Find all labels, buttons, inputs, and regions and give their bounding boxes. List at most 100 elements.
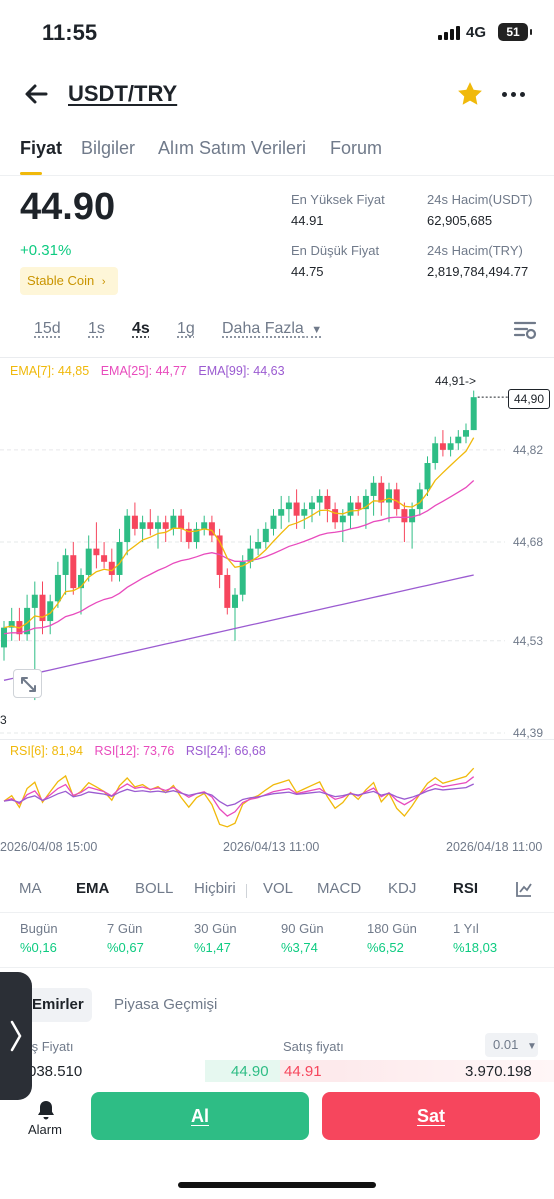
cut-off-axis-label: 3 xyxy=(0,713,7,727)
candle-body xyxy=(324,495,331,510)
interval-more-label: Daha Fazla xyxy=(222,320,304,337)
candle-body xyxy=(216,535,223,575)
ask-price[interactable]: 44.91 xyxy=(284,1063,322,1080)
candle-body xyxy=(316,495,323,503)
candle-body xyxy=(262,528,269,543)
perf-value-90d: %3,74 xyxy=(281,940,318,955)
candle-body xyxy=(378,482,385,503)
last-price: 44.90 xyxy=(20,186,116,228)
rsi6-line xyxy=(3,767,475,828)
candle-body xyxy=(124,515,131,543)
candle-body xyxy=(170,515,177,529)
indicator-macd[interactable]: MACD xyxy=(317,880,362,897)
chart-settings-icon[interactable] xyxy=(512,318,538,342)
candle-body xyxy=(62,555,69,575)
ema25-line xyxy=(3,480,475,635)
stable-coin-label: Stable Coin xyxy=(27,273,95,288)
tab-trading-data[interactable]: Alım Satım Verileri xyxy=(158,138,307,158)
candle-body xyxy=(339,515,346,523)
sell-button[interactable]: Sat xyxy=(322,1092,540,1140)
indicator-ema[interactable]: EMA xyxy=(76,880,110,897)
candle-body xyxy=(278,509,285,516)
indicator-none[interactable]: Hiçbiri xyxy=(194,880,236,897)
buy-button[interactable]: Al xyxy=(91,1092,309,1140)
bottom-action-bar: Alarm Al Sat xyxy=(0,1084,554,1199)
candle-body xyxy=(70,555,77,589)
orderbook-row: 038.510 44.90 44.91 3.970.198 xyxy=(0,1060,554,1084)
perf-label-today: Bugün xyxy=(20,921,58,936)
candle-body xyxy=(285,502,292,510)
chevron-right-icon: › xyxy=(101,276,106,288)
alarm-button[interactable] xyxy=(28,1096,64,1140)
expand-icon[interactable] xyxy=(13,669,42,698)
candle-body xyxy=(332,509,339,523)
candle-body xyxy=(1,627,7,648)
side-drawer-handle[interactable] xyxy=(0,972,32,1100)
pair-title[interactable]: USDT/TRY xyxy=(68,81,178,106)
tab-forum[interactable]: Forum xyxy=(330,138,383,158)
interval-more[interactable]: Daha Fazla ▼ xyxy=(222,320,322,338)
interval-4s[interactable]: 4s xyxy=(132,320,150,337)
interval-15d[interactable]: 15d xyxy=(34,320,61,337)
tab-market-history[interactable]: Piyasa Geçmişi xyxy=(114,996,218,1013)
back-arrow-icon[interactable] xyxy=(20,78,52,110)
rsi24-legend: RSI[24]: 66,68 xyxy=(185,744,266,758)
candlestick-chart[interactable]: 44,82 44,68 44,53 44,39 EMA[7]: 44,85 EMA[2… xyxy=(0,357,554,740)
indicator-boll[interactable]: BOLL xyxy=(135,880,174,897)
candle-body xyxy=(347,502,354,516)
candle-body xyxy=(139,522,146,529)
rsi-plot xyxy=(3,767,475,828)
rsi6-legend: RSI[6]: 81,94 xyxy=(10,744,83,758)
candle-body xyxy=(201,522,208,529)
y-tick-label: 44,53 xyxy=(513,634,543,648)
candle-body xyxy=(54,574,61,602)
interval-selector: 15d 1s 4s 1g Daha Fazla ▼ xyxy=(0,316,554,346)
candle-body xyxy=(47,601,54,622)
candle-body xyxy=(301,509,308,516)
candle-body xyxy=(416,489,423,510)
indicator-rsi[interactable]: RSI xyxy=(453,880,479,897)
perf-label-180d: 180 Gün xyxy=(367,921,417,936)
rsi12-line xyxy=(3,776,475,817)
indicator-kdj[interactable]: KDJ xyxy=(388,880,417,897)
bid-price[interactable]: 44.90 xyxy=(231,1063,269,1080)
date-label-mid: 2026/04/13 11:00 xyxy=(223,840,320,854)
precision-select[interactable]: 0.01 ▼ xyxy=(485,1033,538,1057)
tab-orders[interactable]: Emirler xyxy=(20,988,92,1022)
candle-body xyxy=(24,607,31,635)
candle-body xyxy=(31,594,38,608)
indicator-vol[interactable]: VOL xyxy=(263,880,294,897)
high-price-marker: 44,91-> xyxy=(435,374,477,388)
indicator-settings-icon[interactable] xyxy=(515,880,533,898)
candle-body xyxy=(370,482,377,496)
ema99-line xyxy=(3,574,474,681)
status-bar: 11:55 4G 51 xyxy=(0,0,554,66)
candle-body xyxy=(185,528,192,543)
candle-body xyxy=(39,594,46,622)
precision-value: 0.01 xyxy=(493,1037,519,1052)
tab-fiyat[interactable]: Fiyat xyxy=(20,138,63,158)
more-menu-icon[interactable] xyxy=(500,82,528,106)
candlestick-plot: 44,82 44,68 44,53 44,39 xyxy=(0,390,543,740)
alarm-label: Alarm xyxy=(28,1122,62,1137)
candle-body xyxy=(208,522,215,536)
candle-body xyxy=(424,463,431,490)
candle-body xyxy=(309,502,315,510)
bid-quantity: 038.510 xyxy=(28,1063,83,1080)
detail-tabs: Fiyat Bilgiler Alım Satım Verileri Forum xyxy=(0,130,554,176)
bid-depth-bar xyxy=(205,1060,280,1082)
interval-1g[interactable]: 1g xyxy=(177,320,195,337)
tab-bilgiler[interactable]: Bilgiler xyxy=(81,138,136,158)
rsi-panel[interactable]: RSI[6]: 81,94 RSI[12]: 73,76 RSI[24]: 66… xyxy=(0,740,554,860)
stable-coin-tag[interactable]: Stable Coin › xyxy=(20,267,118,295)
candle-body xyxy=(232,594,238,608)
buy-price-header: ış Fiyatı xyxy=(28,1039,74,1054)
interval-1s[interactable]: 1s xyxy=(88,320,105,337)
favorite-star-icon[interactable] xyxy=(455,79,485,109)
candle-body xyxy=(131,515,138,529)
candle-body xyxy=(116,542,123,575)
perf-value-today: %0,16 xyxy=(20,940,57,955)
ema99-legend: EMA[99]: 44,63 xyxy=(198,364,285,378)
indicator-ma[interactable]: MA xyxy=(19,880,42,897)
high-price-label: En Yüksek Fiyat xyxy=(291,192,385,207)
